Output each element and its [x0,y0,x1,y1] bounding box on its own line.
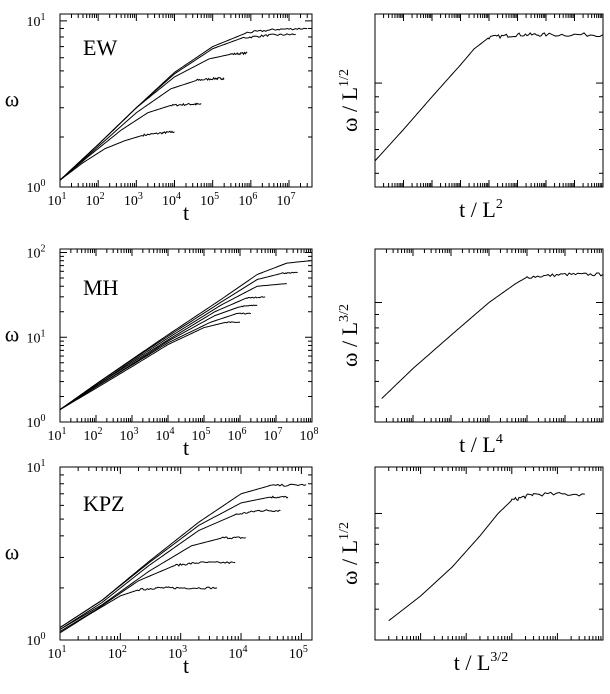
plot-frame [374,248,604,423]
x-tick-label: 105 [192,426,211,444]
y-axis-label: ω [5,87,19,112]
y-tick-label: 100 [27,631,46,649]
panel-kpz-right: t / L3/2 ω / L1/2 [337,466,604,675]
plot-frame [59,466,313,641]
series-line-3 [59,509,281,630]
series-line-0 [59,586,218,634]
x-axis-label: t [183,435,189,460]
x-tick-label: 102 [84,426,103,444]
panel-label: MH [83,275,119,300]
y-tick-label: 101 [27,458,46,476]
y-axis-label: ω [5,540,19,565]
x-axis-label: t [183,653,189,678]
series-line-0 [374,32,604,162]
x-tick-label: 101 [48,644,67,662]
series-line-1 [59,312,252,411]
x-tick-label: 101 [48,426,67,444]
x-tick-label: 103 [120,426,139,444]
x-tick-label: 106 [228,426,247,444]
x-tick-label: 104 [162,191,181,209]
plot-frame [374,13,604,188]
y-axis-label: ω / L3/2 [337,304,362,367]
x-axis-label: t / L4 [459,432,503,457]
series-line-2 [59,304,258,411]
x-axis-label: t [183,200,189,225]
x-tick-label: 101 [48,191,67,209]
x-tick-label: 105 [289,644,308,662]
series-line-3 [59,296,266,411]
series-line-2 [59,76,225,181]
series-line-1 [59,102,202,181]
x-tick-label: 107 [277,191,296,209]
y-axis-label: ω / L1/2 [337,69,362,132]
series-line-2 [59,536,246,630]
x-axis-label: t / L3/2 [454,650,509,675]
x-tick-label: 104 [156,426,175,444]
series-line-4 [59,283,287,411]
panel-label: KPZ [83,491,125,516]
series-line-3 [59,51,248,181]
y-tick-label: 100 [27,178,46,196]
series-line-0 [59,130,175,181]
series-line-1 [59,561,236,632]
x-tick-label: 107 [264,426,283,444]
y-tick-label: 101 [27,328,46,346]
series-line-0 [381,272,604,399]
y-tick-label: 102 [27,244,46,262]
y-tick-label: 101 [27,12,46,30]
x-tick-label: 103 [124,191,143,209]
x-tick-label: 102 [108,644,127,662]
plot-frame [374,466,604,641]
panel-label: EW [83,35,117,60]
series-line-5 [59,483,307,628]
x-tick-label: 108 [300,426,319,444]
x-tick-label: 102 [86,191,105,209]
series-line-6 [59,260,311,411]
series-line-5 [59,27,308,181]
y-axis-label: ω / L1/2 [337,522,362,585]
y-axis-label: ω [5,322,19,347]
plot-frame [59,248,313,423]
series-line-0 [388,491,585,622]
panel-ew-right: t / L2 ω / L1/2 [337,13,604,222]
series-line-0 [59,321,241,411]
x-axis-label: t / L2 [459,197,503,222]
y-tick-label: 100 [27,413,46,431]
x-tick-label: 104 [229,644,248,662]
x-tick-label: 106 [238,191,257,209]
x-tick-label: 105 [200,191,219,209]
panel-mh-right: t / L4 ω / L3/2 [337,248,604,457]
